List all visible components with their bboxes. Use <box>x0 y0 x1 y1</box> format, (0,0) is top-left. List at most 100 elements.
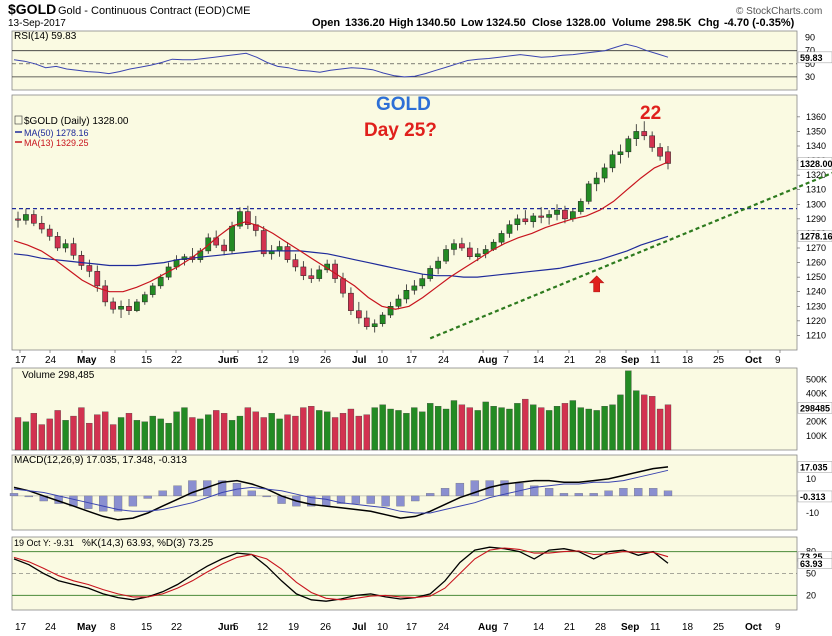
candle-body <box>641 131 648 137</box>
high-label: High <box>389 17 414 29</box>
volume-bar <box>292 415 299 451</box>
macd-histogram-bar <box>396 495 405 507</box>
volume-bar <box>458 404 466 451</box>
price-tick-label: 1260 <box>806 258 826 268</box>
price-tick-label: 1340 <box>806 141 826 151</box>
panels <box>11 30 798 611</box>
candle-body <box>363 317 370 327</box>
price-x-label: 12 <box>257 355 269 366</box>
volume-bar <box>94 414 101 451</box>
volume-bar <box>284 414 291 451</box>
rsi-panel <box>11 30 798 91</box>
volume-bar <box>316 410 323 451</box>
price-x-label: 18 <box>682 355 694 366</box>
candle-body <box>86 265 93 272</box>
candle-body <box>522 218 529 223</box>
symbol-title: $GOLD <box>8 1 56 17</box>
candle-body <box>308 275 315 279</box>
ma50-current-label: 1278.16 <box>800 232 832 242</box>
volume-bar <box>125 413 133 451</box>
price-x-label: 26 <box>320 355 332 366</box>
close-value: 1328.00 <box>566 17 606 29</box>
candle-body <box>419 278 426 287</box>
price-current-label-box <box>797 157 832 170</box>
candle-body <box>229 225 235 252</box>
bottom-x-label: 28 <box>595 622 607 633</box>
buy-arrow-icon <box>588 275 605 293</box>
candle-body <box>657 147 663 157</box>
volume-bar <box>109 424 117 451</box>
low-label: Low <box>461 17 483 29</box>
volume-bar <box>601 406 608 451</box>
chart-date: 13-Sep-2017 <box>8 18 66 29</box>
bottom-x-label: Jun <box>218 622 236 633</box>
price-x-label: 22 <box>171 355 183 366</box>
price-tick-label: 1250 <box>806 272 826 282</box>
volume-bar <box>157 418 164 451</box>
volume-bar <box>387 408 394 451</box>
volume-bar <box>213 410 220 451</box>
volume-bar <box>450 400 458 451</box>
volume-bar <box>308 406 315 451</box>
rsi-tick-label: 90 <box>805 33 815 43</box>
volume-bar <box>244 407 252 451</box>
candle-body <box>466 247 473 257</box>
macd-current-label: 17.035 <box>800 462 828 472</box>
volume-bar <box>633 390 640 451</box>
price-x-label: 8 <box>110 355 116 366</box>
macd-histogram-bar <box>515 482 524 497</box>
candle-body <box>62 243 69 249</box>
macd-histogram-bar <box>589 493 598 497</box>
bottom-x-label: 7 <box>503 622 509 633</box>
macd-tick-label: -10 <box>806 508 819 518</box>
candle-body <box>451 243 457 250</box>
volume-bar <box>379 404 386 451</box>
macd-histogram-bar <box>634 488 643 497</box>
candle-body <box>332 263 338 279</box>
rsi-tick-label: 70 <box>805 46 815 56</box>
low-value: 1324.50 <box>486 17 526 29</box>
volume-bar <box>347 408 355 451</box>
macd-histogram-bar <box>381 495 390 507</box>
candle-body <box>94 271 101 287</box>
price-x-label: 11 <box>650 355 661 366</box>
volume-tick-label: 500K <box>806 374 827 384</box>
volume-bar <box>561 403 569 451</box>
candle-body <box>292 259 299 268</box>
candle-body <box>625 138 632 153</box>
macd-histogram-bar <box>24 495 34 498</box>
macd-histogram-bar <box>143 495 152 499</box>
bottom-x-label: Sep <box>621 622 639 633</box>
bottom-x-label: 18 <box>682 622 694 633</box>
candle-body <box>23 214 29 221</box>
price-tick-label: 1210 <box>806 330 826 340</box>
price-x-label: 17 <box>406 355 418 366</box>
volume-bar <box>86 422 93 451</box>
macd-histogram-bar <box>173 485 182 497</box>
drawn-layer: 9070503059.83136013501340133013201310130… <box>9 33 832 633</box>
price-x-label: Sep <box>621 355 639 366</box>
volume-bar <box>117 417 125 451</box>
volume-bar <box>395 410 402 451</box>
rsi-title: RSI(14) 59.83 <box>14 31 77 42</box>
volume-bar <box>585 408 592 451</box>
bottom-x-label: 19 <box>288 622 300 633</box>
macd-histogram-bar <box>351 495 361 504</box>
volume-bar <box>474 410 481 451</box>
volume-bar <box>205 414 212 451</box>
stoch-d-line <box>13 547 669 601</box>
open-label: Open <box>312 17 340 29</box>
candle-body <box>609 154 616 169</box>
candle-body <box>284 246 291 260</box>
volume-bar <box>355 415 363 451</box>
candle-body <box>102 285 109 303</box>
candle-body <box>474 253 481 257</box>
bottom-x-label: 5 <box>233 622 239 633</box>
stoch-tick-label: 20 <box>806 590 816 600</box>
price-tick-label: 1350 <box>806 126 826 136</box>
volume-bar <box>664 404 672 451</box>
volume-bar <box>538 407 545 451</box>
price-title: $GOLD (Daily) 1328.00 <box>24 116 129 127</box>
macd-hist-current-label: -0.313 <box>800 492 826 502</box>
ma50-legend: MA(50) 1278.16 <box>24 128 89 138</box>
